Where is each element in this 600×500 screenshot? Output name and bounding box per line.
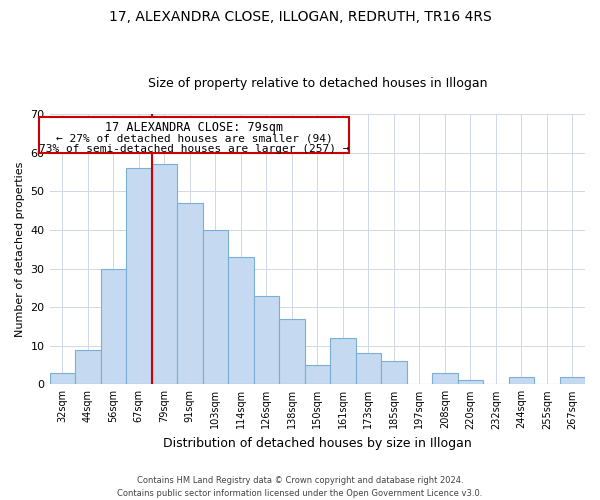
Title: Size of property relative to detached houses in Illogan: Size of property relative to detached ho… xyxy=(148,76,487,90)
Bar xyxy=(305,365,330,384)
Bar xyxy=(509,376,534,384)
Bar xyxy=(203,230,228,384)
Bar xyxy=(560,376,585,384)
Bar xyxy=(177,203,203,384)
Bar xyxy=(279,318,305,384)
Text: 17 ALEXANDRA CLOSE: 79sqm: 17 ALEXANDRA CLOSE: 79sqm xyxy=(105,121,283,134)
Bar xyxy=(152,164,177,384)
Bar xyxy=(254,296,279,384)
Text: ← 27% of detached houses are smaller (94): ← 27% of detached houses are smaller (94… xyxy=(56,133,332,143)
Bar xyxy=(50,372,75,384)
Bar xyxy=(75,350,101,384)
Bar xyxy=(458,380,483,384)
Y-axis label: Number of detached properties: Number of detached properties xyxy=(15,162,25,337)
X-axis label: Distribution of detached houses by size in Illogan: Distribution of detached houses by size … xyxy=(163,437,472,450)
Bar xyxy=(381,361,407,384)
Bar xyxy=(432,372,458,384)
FancyBboxPatch shape xyxy=(39,117,349,154)
Bar xyxy=(126,168,152,384)
Bar xyxy=(101,268,126,384)
Bar xyxy=(330,338,356,384)
Bar xyxy=(228,257,254,384)
Text: Contains HM Land Registry data © Crown copyright and database right 2024.
Contai: Contains HM Land Registry data © Crown c… xyxy=(118,476,482,498)
Bar xyxy=(356,354,381,384)
Text: 73% of semi-detached houses are larger (257) →: 73% of semi-detached houses are larger (… xyxy=(39,144,349,154)
Text: 17, ALEXANDRA CLOSE, ILLOGAN, REDRUTH, TR16 4RS: 17, ALEXANDRA CLOSE, ILLOGAN, REDRUTH, T… xyxy=(109,10,491,24)
